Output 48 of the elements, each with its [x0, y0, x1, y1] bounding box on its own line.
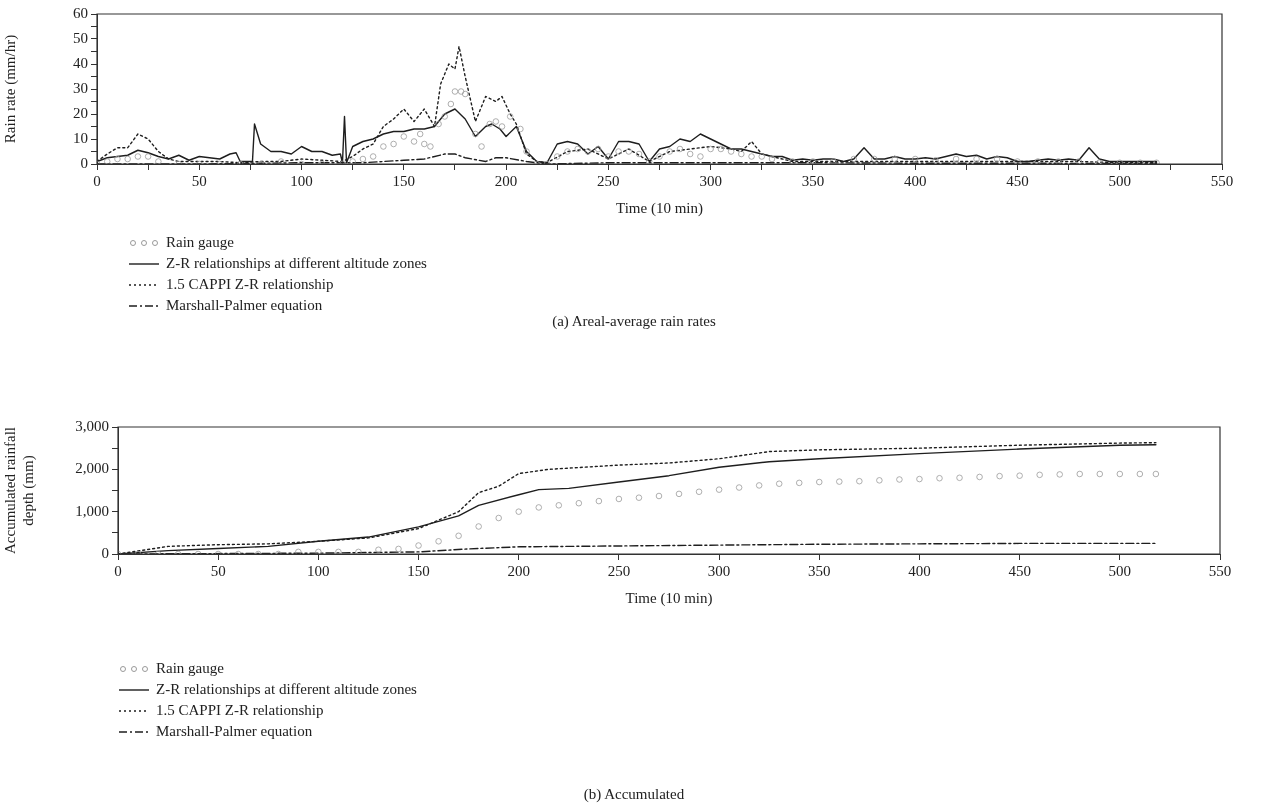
- x-tick-label: 550: [1210, 172, 1234, 189]
- legend-label: Z-R relationships at different altitude zones: [166, 254, 427, 273]
- x-tick-label: 50: [210, 562, 226, 579]
- x-tick-label: 150: [392, 172, 416, 189]
- x-tick-label: 350: [801, 172, 825, 189]
- x-axis-title: Time (10 min): [625, 589, 713, 607]
- x-tick-label: 0: [114, 562, 122, 579]
- x-tick-label: 100: [290, 172, 313, 189]
- x-tick-label: 50: [191, 172, 207, 189]
- x-tick-label: 150: [407, 562, 430, 579]
- y-tick-label: 40: [73, 54, 88, 71]
- y-tick-label: 0: [101, 544, 109, 561]
- x-tick-label: 350: [808, 562, 831, 579]
- x-tick-label: 500: [1108, 562, 1132, 579]
- y-tick-label: 20: [73, 104, 88, 121]
- x-tick-label: 500: [1108, 172, 1131, 189]
- x-tick-label: 100: [307, 562, 330, 579]
- x-tick-label: 200: [494, 172, 518, 189]
- x-tick-label: 300: [699, 172, 722, 189]
- x-tick-label: 450: [1008, 562, 1031, 579]
- legend-label: Marshall-Palmer equation: [166, 296, 323, 315]
- y-tick-label: 3,000: [75, 417, 109, 434]
- x-tick-label: 300: [707, 562, 731, 579]
- legend-label: Z-R relationships at different altitude zones: [156, 680, 417, 699]
- y-tick-label: 60: [73, 4, 88, 21]
- legend-label: 1.5 CAPPI Z-R relationship: [166, 275, 334, 294]
- y-tick-label: 30: [73, 79, 88, 96]
- x-tick-label: 250: [597, 172, 620, 189]
- y-tick-label: 10: [73, 129, 88, 146]
- y-tick-label: 50: [73, 29, 88, 46]
- x-tick-label: 200: [507, 562, 530, 579]
- y-tick-label: 2,000: [75, 460, 109, 477]
- x-tick-label: 400: [908, 562, 931, 579]
- legend-label: 1.5 CAPPI Z-R relationship: [156, 701, 324, 720]
- y-axis-title: Rain rate (mm/hr): [1, 34, 19, 144]
- x-tick-label: 400: [903, 172, 927, 189]
- legend-label: Rain gauge: [166, 233, 234, 252]
- x-axis-title: Time (10 min): [616, 199, 703, 217]
- text: (b) Accumulated: [582, 786, 686, 803]
- x-tick-label: 250: [607, 562, 631, 579]
- legend-label: Marshall-Palmer equation: [156, 722, 313, 741]
- legend-label: Rain gauge: [156, 659, 224, 678]
- y-tick-label: 0: [80, 154, 88, 171]
- y-tick-label: 1,000: [75, 502, 109, 519]
- x-tick-label: 450: [1006, 172, 1029, 189]
- y-axis-title: Accumulated rainfall depth (mm): [1, 426, 37, 555]
- text: (a) Areal-average rain rates: [551, 313, 717, 330]
- x-tick-label: 550: [1208, 562, 1232, 579]
